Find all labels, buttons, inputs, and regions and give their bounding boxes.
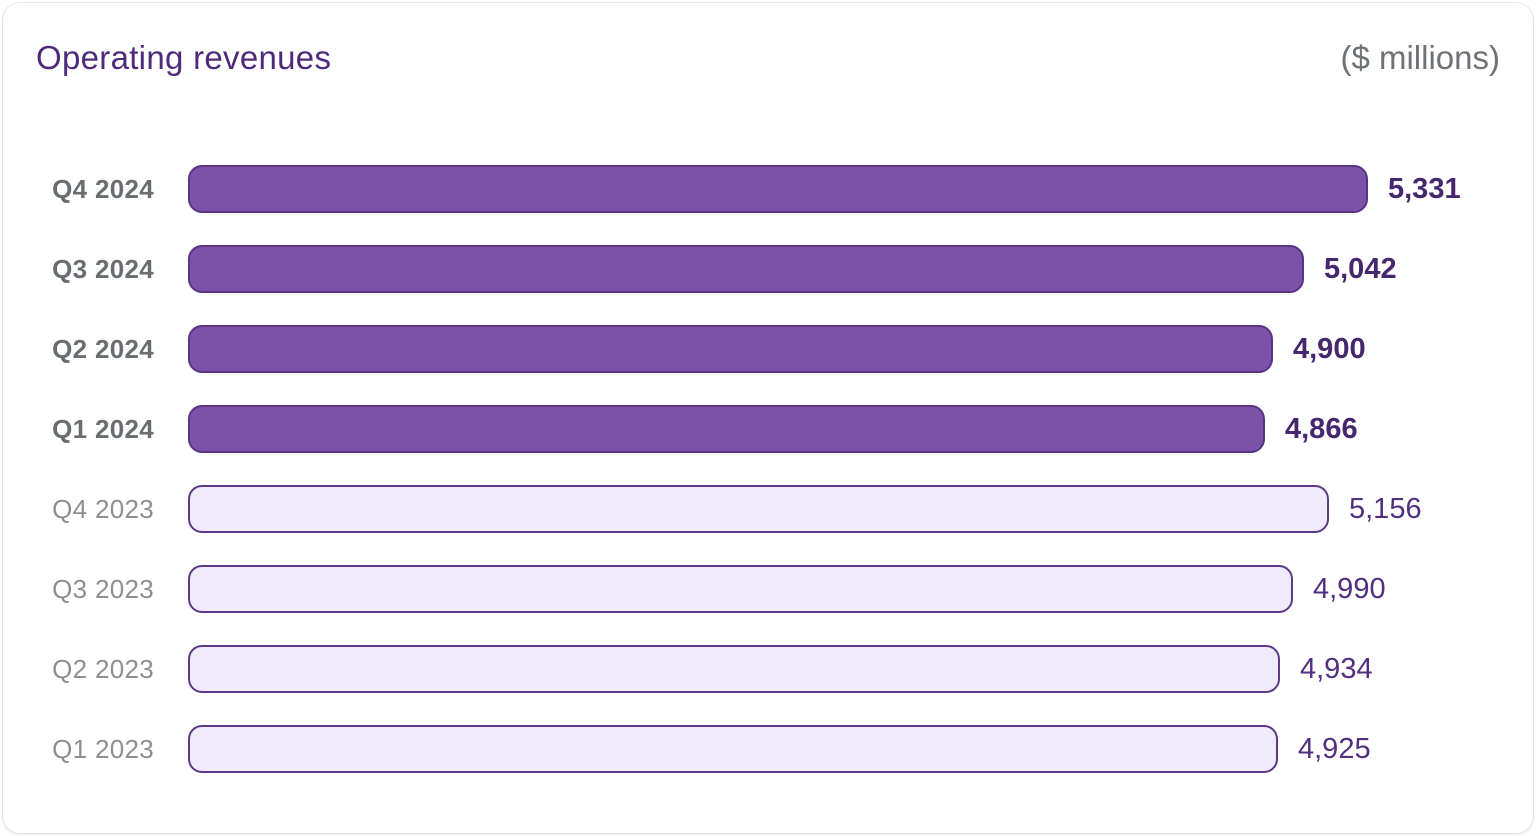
- bar: [188, 645, 1280, 693]
- value-label: 4,925: [1298, 732, 1371, 765]
- chart-unit-label: ($ millions): [1340, 39, 1500, 76]
- value-label: 4,990: [1313, 572, 1386, 605]
- category-label: Q4 2023: [52, 493, 154, 524]
- bar: [188, 165, 1368, 213]
- bar: [188, 325, 1273, 373]
- bar-track: 4,900: [188, 325, 1500, 373]
- bar-row: Q3 2024 5,042: [36, 245, 1500, 293]
- value-label: 4,900: [1293, 332, 1366, 365]
- chart-header: Operating revenues ($ millions): [36, 37, 1500, 79]
- bar: [188, 485, 1329, 533]
- bar-row: Q1 2024 4,866: [36, 405, 1500, 453]
- bar-row: Q4 2023 5,156: [36, 485, 1500, 533]
- bar: [188, 405, 1265, 453]
- bar: [188, 565, 1293, 613]
- bar-row: Q1 2023 4,925: [36, 725, 1500, 773]
- bar-track: 4,990: [188, 565, 1500, 613]
- bar-row: Q2 2023 4,934: [36, 645, 1500, 693]
- category-label: Q3 2023: [52, 573, 154, 604]
- value-label: 4,934: [1300, 652, 1373, 685]
- bar-row: Q3 2023 4,990: [36, 565, 1500, 613]
- value-label: 5,156: [1349, 492, 1422, 525]
- category-label: Q2 2023: [52, 653, 154, 684]
- category-label: Q1 2024: [52, 413, 154, 444]
- category-label: Q2 2024: [52, 333, 154, 364]
- bar-track: 5,156: [188, 485, 1500, 533]
- value-label: 4,866: [1285, 412, 1358, 445]
- category-label: Q4 2024: [52, 173, 154, 204]
- bar-chart: Q4 2024 5,331 Q3 2024 5,042 Q2 2024 4,90…: [36, 165, 1500, 773]
- bar-track: 5,331: [188, 165, 1500, 213]
- category-label: Q1 2023: [52, 733, 154, 764]
- category-label: Q3 2024: [52, 253, 154, 284]
- bar-row: Q2 2024 4,900: [36, 325, 1500, 373]
- bar: [188, 245, 1304, 293]
- bar: [188, 725, 1278, 773]
- value-label: 5,331: [1388, 172, 1461, 205]
- chart-title: Operating revenues: [36, 39, 332, 76]
- bar-track: 5,042: [188, 245, 1500, 293]
- bar-row: Q4 2024 5,331: [36, 165, 1500, 213]
- bar-track: 4,866: [188, 405, 1500, 453]
- bar-track: 4,925: [188, 725, 1500, 773]
- value-label: 5,042: [1324, 252, 1397, 285]
- bar-track: 4,934: [188, 645, 1500, 693]
